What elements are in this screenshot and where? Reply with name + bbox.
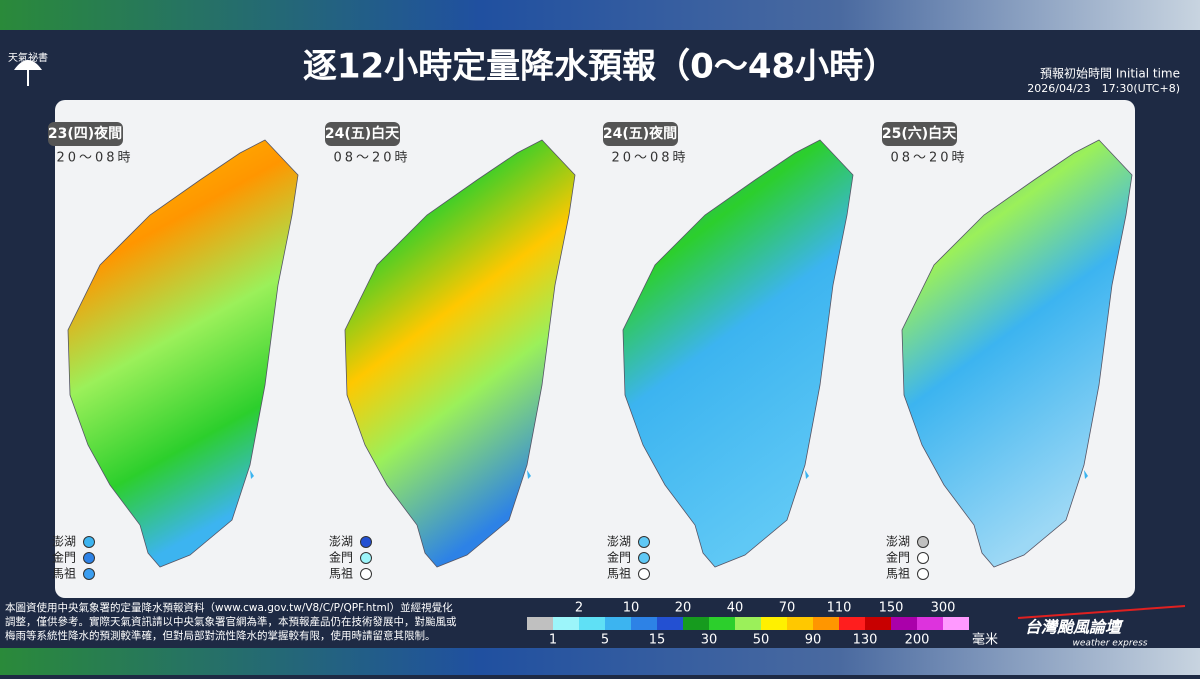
panel-label-box: [882, 122, 957, 146]
panel-label: 24(五)白天: [325, 125, 400, 142]
legend-label: 15: [649, 633, 666, 648]
logo: 天氣祕書: [8, 51, 48, 86]
legend-swatch: [683, 617, 709, 630]
legend-label: 50: [753, 633, 770, 648]
island: [250, 470, 254, 479]
legend-label: 90: [805, 633, 822, 648]
brand-name: 台灣颱風論壇: [1025, 618, 1124, 637]
legend-swatch: [605, 617, 631, 630]
bottom-edge: [0, 648, 1200, 675]
legend-swatch: [865, 617, 891, 630]
panel-label: 25(六)白天: [882, 125, 957, 142]
island-name: 金門: [329, 550, 353, 565]
legend-label: 150: [879, 601, 904, 616]
island-dot: [917, 552, 929, 564]
island-dot: [917, 568, 929, 580]
island-name: 金門: [886, 550, 910, 565]
map-panel: [622, 139, 854, 568]
island-name: 馬祖: [886, 566, 910, 581]
legend-swatch: [787, 617, 813, 630]
island-dot: [360, 536, 372, 548]
taiwan-map: [901, 139, 1133, 568]
legend-swatch: [761, 617, 787, 630]
legend-label: 300: [931, 601, 956, 616]
title: 逐12小時定量降水預報（0～48小時）: [303, 47, 897, 87]
legend-label: 10: [623, 601, 640, 616]
logo-text: 天氣祕書: [8, 51, 48, 64]
island-name: 馬祖: [329, 566, 353, 581]
island-dot: [638, 552, 650, 564]
legend-swatch: [917, 617, 943, 630]
island-dot: [83, 552, 95, 564]
map-panel: [344, 139, 576, 568]
island: [527, 470, 531, 479]
panel-time: 20～08時: [611, 151, 688, 166]
legend-label: 30: [701, 633, 718, 648]
island: [805, 470, 809, 479]
legend-swatch: [735, 617, 761, 630]
legend-swatch: [813, 617, 839, 630]
top-edge: [0, 0, 1200, 30]
island-dot: [360, 568, 372, 580]
umbrella-icon: [14, 60, 42, 70]
panel-time: 08～20時: [333, 151, 410, 166]
legend-swatch: [943, 617, 969, 630]
footer-note: 梅雨等系統性降水的預測較準確，但對局部對流性降水的掌握較有限，使用時請留意其限制…: [5, 629, 436, 642]
init-time: 2026/04/23 17:30(UTC+8): [1027, 82, 1180, 95]
island-name: 澎湖: [52, 534, 76, 549]
island-name: 馬祖: [52, 566, 76, 581]
legend-label: 70: [779, 601, 796, 616]
island-name: 金門: [607, 550, 631, 565]
panel-time: 08～20時: [890, 151, 967, 166]
taiwan-map: [344, 139, 576, 568]
island-dot: [360, 552, 372, 564]
island-name: 馬祖: [607, 566, 631, 581]
brand-stroke: [1017, 605, 1186, 619]
legend-swatch: [657, 617, 683, 630]
legend-swatch: [553, 617, 579, 630]
legend-swatch: [891, 617, 917, 630]
legend-label: 20: [675, 601, 692, 616]
legend-label: 200: [905, 633, 930, 648]
panel-label-box: [325, 122, 400, 146]
panel-label: 24(五)夜間: [603, 125, 677, 142]
legend-label: 1: [549, 633, 557, 648]
footer-note: 調整，僅供參考。實際天氣資訊請以中央氣象署官網為準，本預報產品仍在技術發展中，對…: [5, 615, 457, 628]
panel-label-box: [48, 122, 123, 146]
map-area: [55, 100, 1135, 598]
panel-time: 20～08時: [56, 151, 133, 166]
legend-label: 40: [727, 601, 744, 616]
island-dot: [83, 568, 95, 580]
brand-tagline: weather express: [1073, 639, 1148, 649]
island: [1084, 470, 1088, 479]
island-name: 澎湖: [886, 534, 910, 549]
island-dot: [638, 568, 650, 580]
init-label: 預報初始時間 Initial time: [1040, 67, 1180, 81]
taiwan-map: [622, 139, 854, 568]
island-dot: [83, 536, 95, 548]
legend-label: 2: [575, 601, 583, 616]
legend-swatch: [709, 617, 735, 630]
island-name: 金門: [52, 550, 76, 565]
legend-unit: 毫米: [972, 632, 998, 648]
island-dot: [917, 536, 929, 548]
legend-label: 130: [853, 633, 878, 648]
panel-label: 23(四)夜間: [48, 125, 122, 142]
map-panel: [67, 139, 299, 568]
taiwan-map: [67, 139, 299, 568]
island-name: 澎湖: [329, 534, 353, 549]
legend-swatch: [839, 617, 865, 630]
legend-label: 110: [827, 601, 852, 616]
island-dot: [638, 536, 650, 548]
footer-note: 本圖資使用中央氣象署的定量降水預報資料（www.cwa.gov.tw/V8/C/…: [5, 601, 453, 614]
legend-label: 5: [601, 633, 609, 648]
legend-swatch: [579, 617, 605, 630]
panel-label-box: [603, 122, 678, 146]
legend-swatch: [527, 617, 553, 630]
map-panel: [901, 139, 1133, 568]
legend-swatch: [631, 617, 657, 630]
island-name: 澎湖: [607, 534, 631, 549]
